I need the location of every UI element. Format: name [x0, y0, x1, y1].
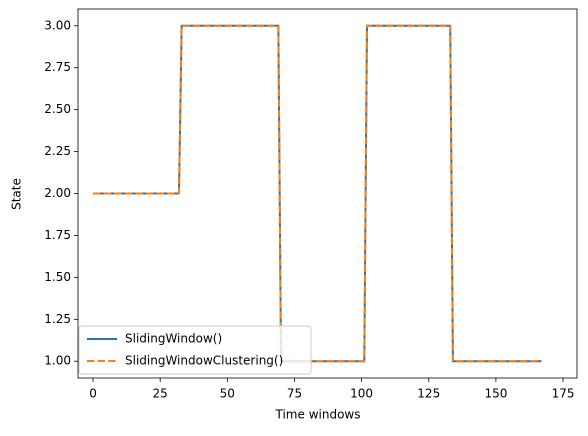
y-tick-label: 2.75 [44, 60, 71, 74]
legend-box [78, 325, 312, 375]
x-tick-label: 150 [484, 387, 507, 401]
legend-label: SlidingWindow() [125, 332, 222, 346]
x-tick-label: 175 [552, 387, 575, 401]
x-tick-label: 0 [89, 387, 97, 401]
y-tick-label: 2.25 [44, 144, 71, 158]
y-axis-label: State [10, 178, 24, 210]
y-tick-label: 1.25 [44, 312, 71, 326]
y-tick-label: 2.00 [44, 186, 71, 200]
x-tick-label: 50 [220, 387, 235, 401]
y-tick-label: 3.00 [44, 18, 71, 32]
y-tick-label: 1.75 [44, 228, 71, 242]
y-tick-label: 1.00 [44, 354, 71, 368]
x-tick-label: 125 [417, 387, 440, 401]
x-tick-label: 100 [350, 387, 373, 401]
legend-label: SlidingWindowClustering() [125, 354, 283, 368]
x-tick-label: 75 [287, 387, 302, 401]
plot-frame [77, 8, 578, 379]
legend: SlidingWindow() SlidingWindowClustering() [78, 325, 312, 375]
x-tick-label: 25 [153, 387, 168, 401]
x-axis-label: Time windows [275, 408, 361, 422]
data-line [93, 24, 542, 363]
y-tick-label: 2.50 [44, 102, 71, 116]
y-tick-label: 1.50 [44, 270, 71, 284]
